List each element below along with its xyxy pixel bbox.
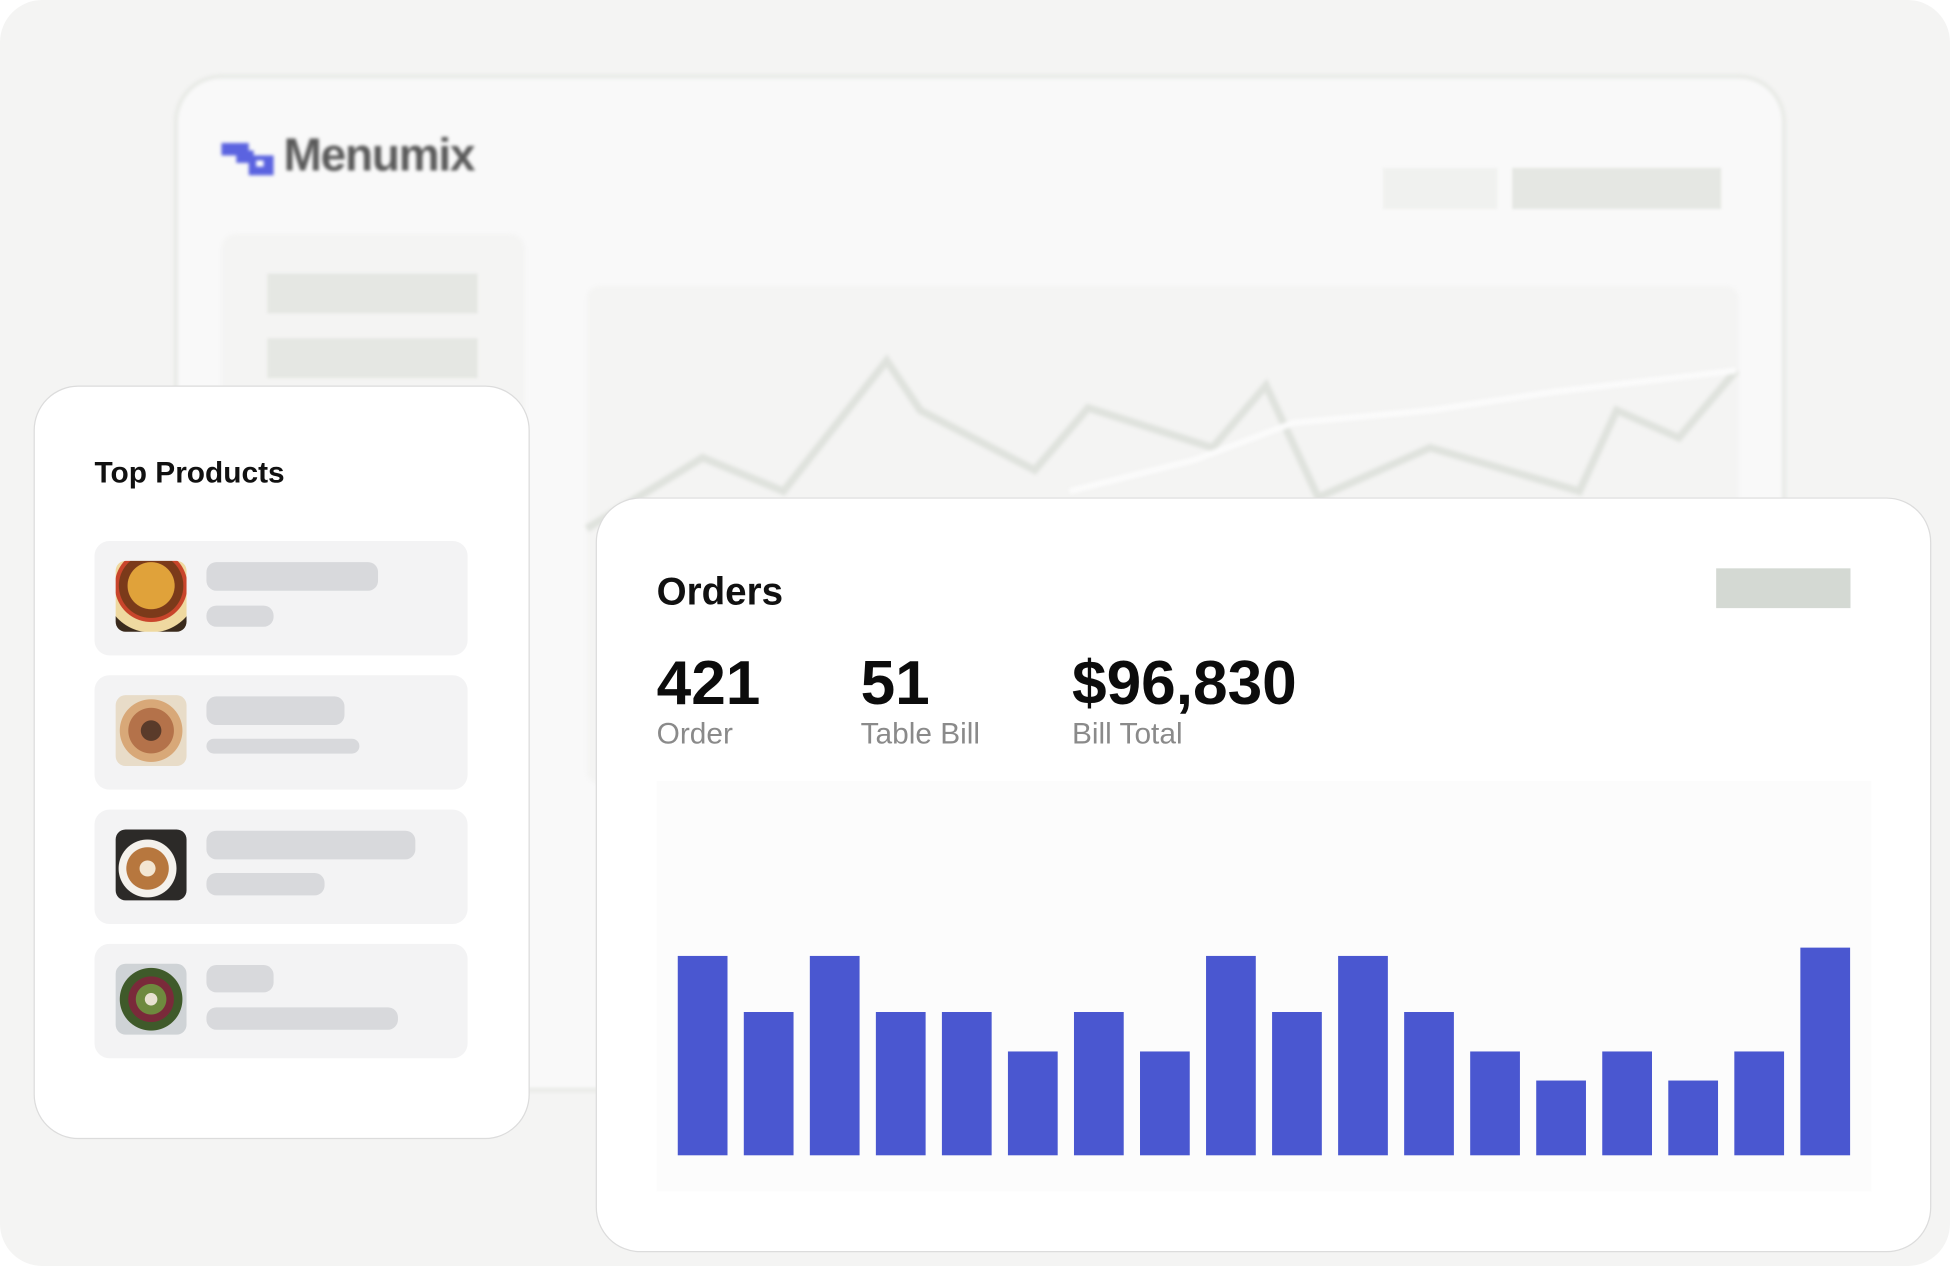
orders-bar — [809, 955, 860, 1156]
product-name-placeholder — [206, 830, 416, 860]
brand-logo: Menumix — [221, 129, 476, 181]
orders-filter-placeholder[interactable] — [1716, 568, 1851, 609]
orders-bar — [1206, 955, 1256, 1156]
pizza-thumbnail — [115, 695, 187, 767]
orders-bar — [1272, 1012, 1322, 1156]
orders-title: Orders — [656, 569, 784, 614]
orders-bar — [1668, 1080, 1719, 1156]
orders-bar — [1073, 1012, 1124, 1156]
bill-total-value: $96,830 — [1071, 647, 1297, 718]
header-placeholder-button — [1512, 167, 1722, 209]
orders-bar — [743, 1012, 794, 1156]
product-meta-placeholder — [206, 873, 325, 896]
menumix-logo-icon — [221, 143, 274, 176]
orders-bar — [1140, 1051, 1190, 1156]
orders-bar — [875, 1012, 926, 1156]
background-line-series-light — [1068, 367, 1737, 495]
orders-bar — [1007, 1051, 1058, 1156]
background-line-series — [585, 354, 1739, 532]
orders-bar — [1800, 947, 1851, 1156]
product-meta-placeholder — [206, 738, 360, 754]
product-name-placeholder — [206, 696, 345, 726]
coffee-thumbnail — [115, 829, 187, 901]
product-meta-placeholder — [206, 605, 274, 627]
salad-thumbnail — [115, 963, 187, 1035]
burger-thumbnail — [115, 560, 187, 632]
orders-bar — [1338, 955, 1388, 1156]
orders-bar — [1734, 1051, 1785, 1156]
orders-bar — [1404, 1012, 1454, 1156]
header-placeholder-light — [1382, 167, 1498, 209]
orders-bar — [1536, 1080, 1586, 1156]
sidebar-placeholder — [267, 273, 478, 314]
orders-bar — [677, 955, 728, 1156]
brand-name: Menumix — [283, 129, 476, 181]
sidebar-placeholder — [267, 338, 478, 379]
product-name-placeholder — [206, 562, 379, 591]
orders-bar — [1470, 1051, 1520, 1156]
top-products-title: Top Products — [94, 456, 285, 490]
orders-bar — [1602, 1051, 1652, 1156]
bill-total-label: Bill Total — [1071, 717, 1183, 752]
orders-bar — [941, 1012, 992, 1156]
product-meta-placeholder — [206, 1007, 398, 1030]
order-label: Order — [656, 717, 733, 752]
table-bill-count: 51 — [860, 647, 930, 718]
order-count: 421 — [656, 647, 761, 718]
product-name-placeholder — [206, 965, 274, 993]
table-bill-label: Table Bill — [860, 717, 981, 752]
